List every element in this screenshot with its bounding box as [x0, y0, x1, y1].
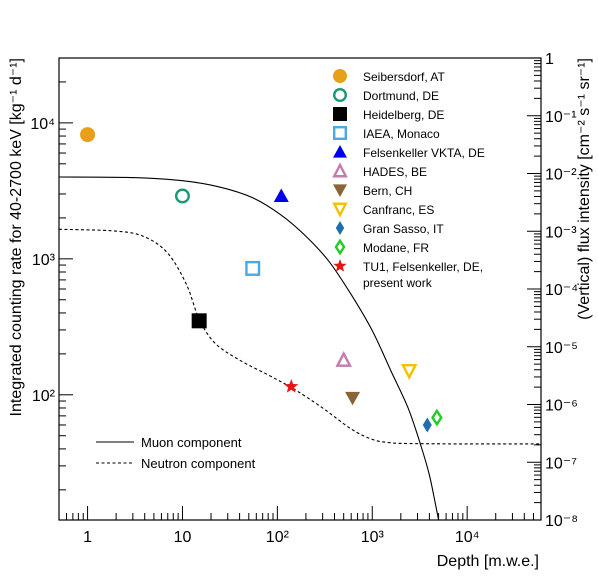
- marker-shape: [333, 125, 348, 140]
- data-point-tu1-felsenkeller-de: [284, 379, 299, 393]
- x-tick-label: 10⁴: [455, 529, 480, 546]
- marker-legend: Seibersdorf, AT Dortmund, DE Heidelberg, D…: [332, 69, 485, 290]
- x-tick-label: 1: [83, 529, 92, 546]
- y-right-tick-label: 10⁻¹: [545, 109, 577, 126]
- marker-shape: [400, 364, 418, 380]
- legend-label-bern-ch: Bern, CH: [363, 184, 412, 198]
- legend-marker-gran-sasso-it: [335, 221, 345, 235]
- x-axis-title: Depth [m.w.e.]: [437, 553, 539, 570]
- neutron-curve: [59, 228, 541, 445]
- y-right-tick-label: 10⁻²: [545, 167, 577, 184]
- legend-label-felsenkeller-vkta-de: Felsenkeller VKTA, DE: [363, 146, 485, 160]
- data-point-canfranc-es: [400, 364, 418, 380]
- data-point-dortmund-de: [174, 188, 190, 204]
- marker-shape: [333, 184, 347, 197]
- marker-shape: [334, 238, 346, 256]
- legend-marker-heidelberg-de: [333, 107, 347, 121]
- marker-shape: [284, 379, 299, 393]
- points-layer: [80, 127, 443, 433]
- legend-marker-felsenkeller-vkta-de: [333, 145, 347, 158]
- y-right-tick-label: 10⁻⁷: [545, 455, 577, 472]
- legend-marker-hades-be: [332, 162, 348, 178]
- y-right-tick-label: 10⁻⁴: [545, 282, 578, 299]
- data-point-seibersdorf-at: [80, 127, 96, 143]
- curves-layer: [59, 176, 541, 520]
- legend-label-gran-sasso-it: Gran Sasso, IT: [363, 222, 444, 236]
- x-tick-label: 10²: [266, 529, 290, 546]
- marker-shape: [333, 107, 347, 121]
- y-right-tick-label: 10⁻⁵: [545, 340, 578, 357]
- data-point-iaea-monaco: [245, 260, 261, 276]
- legend-label-tu1-felsenkeller-de-line2: present work: [363, 276, 433, 290]
- legend-label-heidelberg-de: Heidelberg, DE: [363, 108, 444, 122]
- data-point-felsenkeller-vkta-de: [273, 188, 289, 202]
- marker-shape: [333, 87, 348, 102]
- legend-label-hades-be: HADES, BE: [363, 165, 427, 179]
- y-axis-right-title: (Vertical) flux intensity [cm⁻² s⁻¹ sr⁻¹…: [576, 58, 593, 320]
- legend-marker-iaea-monaco: [333, 125, 348, 140]
- data-point-hades-be: [335, 350, 352, 367]
- marker-shape: [422, 417, 432, 433]
- data-point-modane-fr: [431, 408, 443, 427]
- y-left-tick-label: 10⁴: [30, 116, 55, 133]
- marker-shape: [245, 260, 261, 276]
- plot-frame: [58, 57, 542, 521]
- y-right-tick-label: 1: [545, 51, 554, 68]
- marker-shape: [80, 127, 96, 143]
- curve-legend: Muon component Neutron component: [96, 435, 256, 471]
- marker-shape: [335, 350, 352, 367]
- marker-shape: [345, 391, 361, 406]
- legend-label-seibersdorf-at: Seibersdorf, AT: [363, 70, 445, 84]
- y-right-tick-label: 10⁻⁶: [545, 398, 578, 415]
- legend-marker-bern-ch: [333, 184, 347, 197]
- marker-shape: [333, 145, 347, 158]
- marker-shape: [191, 313, 207, 329]
- legend-marker-tu1-felsenkeller-de: [333, 259, 347, 272]
- marker-shape: [333, 69, 347, 83]
- marker-shape: [332, 162, 348, 178]
- muon-curve: [59, 176, 440, 520]
- y-axis-left-title: Integrated counting rate for 40-2700 keV…: [8, 58, 25, 416]
- neutron-legend-label: Neutron component: [141, 456, 256, 471]
- legend-label-iaea-monaco: IAEA, Monaco: [363, 127, 440, 141]
- legend-label-modane-fr: Modane, FR: [363, 241, 429, 255]
- x-tick-label: 10³: [361, 529, 385, 546]
- marker-shape: [273, 188, 289, 202]
- data-point-gran-sasso-it: [422, 417, 432, 433]
- data-point-bern-ch: [345, 391, 361, 406]
- legend-marker-dortmund-de: [333, 87, 348, 102]
- legend-marker-canfranc-es: [332, 202, 348, 218]
- y-left-tick-label: 10³: [32, 252, 56, 269]
- legend-marker-modane-fr: [334, 238, 346, 256]
- legend-marker-seibersdorf-at: [333, 69, 347, 83]
- ticks-layer: 1 10 10² 10³ 10⁴ 10² 10³ 10⁴ 10⁻⁸ 10⁻⁷ 10⁻⁶ 10⁻⁵ 10⁻…: [30, 51, 578, 546]
- marker-shape: [431, 408, 443, 427]
- x-tick-label: 10: [174, 529, 192, 546]
- data-point-heidelberg-de: [191, 313, 207, 329]
- legend-label-tu1-felsenkeller-de: TU1, Felsenkeller, DE,: [363, 260, 483, 274]
- legend-label-canfranc-es: Canfranc, ES: [363, 203, 434, 217]
- legend-label-dortmund-de: Dortmund, DE: [363, 89, 439, 103]
- y-right-tick-label: 10⁻⁸: [545, 513, 578, 530]
- marker-shape: [335, 221, 345, 235]
- muon-legend-label: Muon component: [141, 435, 242, 450]
- y-left-tick-label: 10²: [32, 388, 56, 405]
- marker-shape: [174, 188, 190, 204]
- y-right-tick-label: 10⁻³: [545, 224, 577, 241]
- marker-shape: [332, 202, 348, 218]
- marker-shape: [333, 259, 347, 272]
